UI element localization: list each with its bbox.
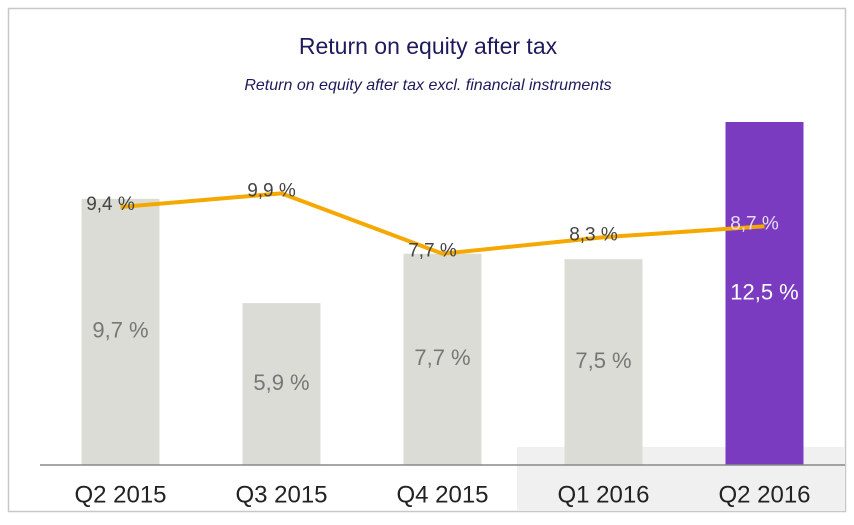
line-value-label: 8,3 %	[569, 224, 618, 245]
bar-value-label: 7,7 %	[414, 345, 470, 370]
line-value-label: 9,9 %	[247, 180, 296, 201]
bar	[725, 122, 804, 465]
bar	[242, 303, 321, 465]
x-tick-label: Q2 2015	[74, 481, 166, 508]
bar-value-label: 5,9 %	[253, 370, 309, 395]
bar-value-label: 9,7 %	[92, 318, 148, 343]
bar-value-label: 7,5 %	[575, 348, 631, 373]
bar-value-label: 12,5 %	[730, 279, 799, 304]
line-value-label: 9,4 %	[86, 194, 135, 215]
bar	[564, 259, 643, 465]
bar	[403, 253, 482, 465]
x-tick-label: Q4 2015	[396, 481, 488, 508]
line-value-label: 7,7 %	[408, 241, 457, 262]
chart-subtitle: Return on equity after tax excl. financi…	[244, 77, 611, 94]
x-tick-label: Q3 2015	[235, 481, 327, 508]
bar	[81, 198, 160, 465]
chart-title: Return on equity after tax	[299, 33, 558, 59]
line-value-label: 8,7 %	[730, 213, 779, 234]
line	[120, 191, 765, 256]
x-tick-label: Q2 2016	[718, 481, 810, 508]
x-tick-label: Q1 2016	[557, 481, 649, 508]
plot: 9,7 % 5,9 % 7,7 % 7,5 % 12,5 % 9,4 % 9,9 % 7,7 …	[81, 122, 804, 465]
